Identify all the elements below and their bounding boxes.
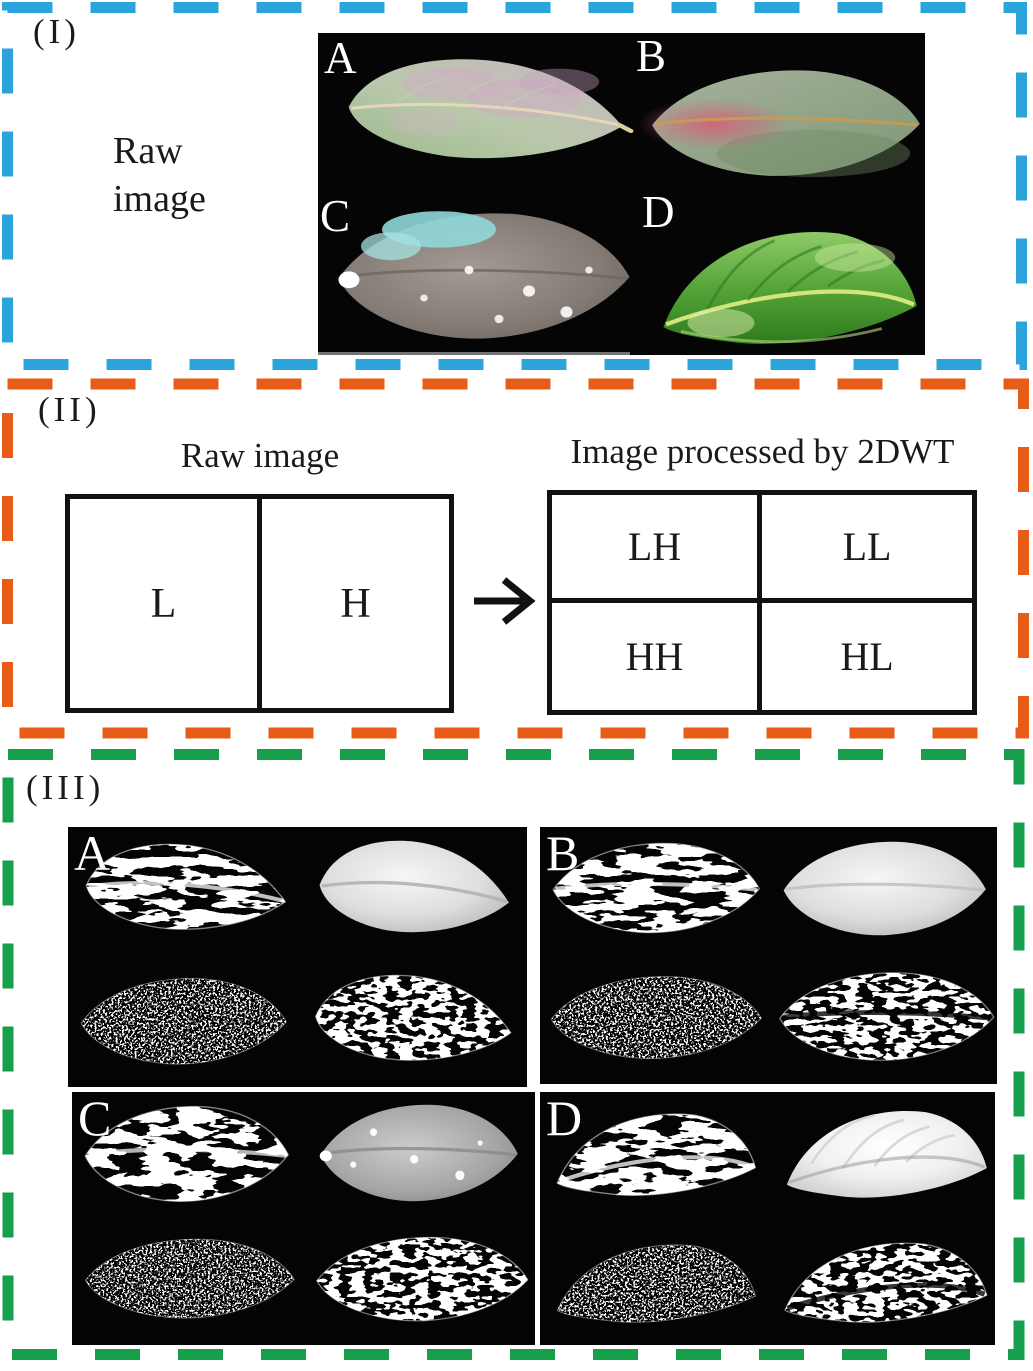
- dwt-subband-box: LH LL HH HL: [547, 490, 977, 715]
- block-a-label: A: [74, 825, 111, 881]
- leaf-photo-b: [638, 70, 920, 178]
- panel-1-caption: Raw image: [113, 128, 206, 223]
- processed-leaves-a: [80, 840, 512, 1065]
- panel-1-label: (I): [33, 12, 80, 51]
- raw-leaf-photo: A B C D: [318, 33, 925, 355]
- raw-image-box: L H: [65, 494, 454, 713]
- cell-hl-label: HL: [840, 633, 894, 679]
- cell-ll: LL: [762, 495, 972, 603]
- caption-line-raw: Raw: [113, 130, 183, 172]
- processed-block-d: D: [540, 1092, 995, 1345]
- photo-label-d: D: [642, 187, 675, 237]
- photo-label-b: B: [636, 31, 667, 81]
- panel-3-processed-images: (III): [0, 744, 1033, 1371]
- cell-hh-label: HH: [625, 633, 684, 679]
- dwt-image-title: Image processed by 2DWT: [570, 432, 955, 471]
- cell-l: L: [70, 499, 262, 708]
- panel-1-raw-image: (I) Raw image: [0, 0, 1033, 373]
- cell-l-label: L: [150, 580, 177, 627]
- cell-lh: LH: [552, 495, 762, 603]
- photo-label-a: A: [324, 33, 357, 83]
- leaf-photo-a: [348, 59, 634, 159]
- raw-image-title: Raw image: [180, 436, 340, 475]
- arrow-right-icon: [474, 577, 536, 625]
- cell-h: H: [262, 499, 449, 708]
- leaf-photo-d: [663, 231, 917, 344]
- panel-2-label: (II): [38, 390, 101, 429]
- panel-2-dwt-diagram: (II) Raw image Image processed by 2DWT L…: [0, 373, 1033, 744]
- processed-block-a: A: [68, 827, 527, 1087]
- cell-lh-label: LH: [627, 523, 682, 569]
- photo-label-c: C: [320, 191, 351, 241]
- block-d-label: D: [546, 1090, 583, 1146]
- block-b-label: B: [546, 825, 580, 881]
- photo-edge-strip: [318, 352, 630, 355]
- caption-line-image: image: [113, 177, 206, 220]
- processed-block-c: C: [72, 1092, 535, 1345]
- cell-hh: HH: [552, 602, 762, 710]
- cell-ll-label: LL: [842, 523, 892, 569]
- cell-h-label: H: [340, 580, 371, 627]
- block-c-label: C: [78, 1090, 112, 1146]
- processed-leaves-d: [556, 1110, 988, 1323]
- raw-leaf-illustration: [318, 33, 925, 355]
- panel-3-label: (III): [26, 768, 105, 807]
- processed-leaves-b: [550, 841, 995, 1061]
- processed-block-b: B: [540, 827, 997, 1084]
- processed-leaves-c: [84, 1104, 529, 1322]
- cell-hl: HL: [762, 603, 972, 711]
- leaf-photo-c: [338, 211, 630, 339]
